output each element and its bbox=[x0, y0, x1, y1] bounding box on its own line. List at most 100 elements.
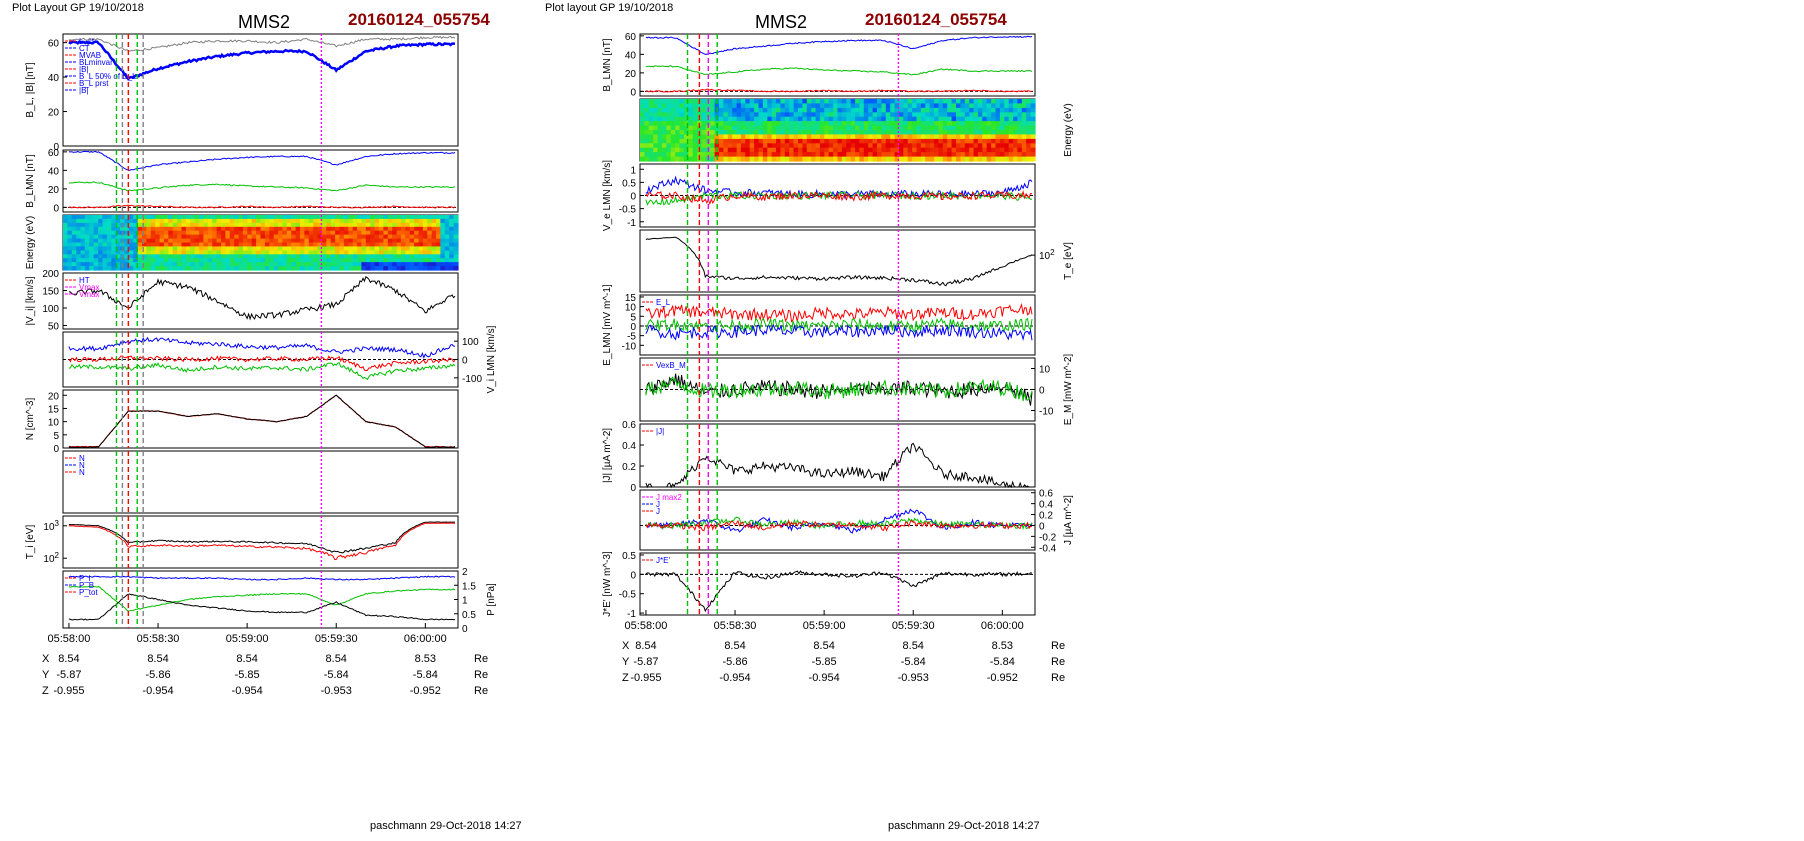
heatmap-cell bbox=[999, 138, 1005, 144]
heatmap-cell bbox=[111, 246, 117, 251]
heatmap-cell bbox=[977, 152, 983, 158]
heatmap-cell bbox=[190, 242, 196, 247]
heatmap-cell bbox=[767, 107, 773, 113]
heatmap-cell bbox=[146, 215, 152, 220]
heatmap-cell bbox=[431, 218, 437, 224]
heatmap-cell bbox=[1004, 116, 1010, 122]
heatmap-cell bbox=[670, 99, 676, 104]
heatmap-cell bbox=[203, 246, 209, 251]
heatmap-cell bbox=[661, 147, 667, 153]
heatmap-cell bbox=[947, 130, 953, 135]
heatmap-cell bbox=[951, 99, 957, 104]
heatmap-cell bbox=[128, 218, 134, 224]
heatmap-cell bbox=[207, 218, 213, 224]
heatmap-cell bbox=[150, 262, 156, 267]
heatmap-cell bbox=[877, 138, 882, 144]
heatmap-cell bbox=[920, 99, 926, 104]
position-value: -0.952 bbox=[410, 685, 441, 697]
heatmap-cell bbox=[701, 103, 707, 109]
heatmap-cell bbox=[1008, 112, 1014, 118]
heatmap-cell bbox=[723, 156, 729, 162]
heatmap-cell bbox=[819, 107, 825, 113]
heatmap-cell bbox=[234, 226, 240, 232]
heatmap-cell bbox=[938, 116, 944, 122]
heatmap-cell bbox=[405, 250, 411, 255]
heatmap-cell bbox=[688, 156, 694, 162]
heatmap-cell bbox=[159, 238, 165, 244]
heatmap-cell bbox=[692, 147, 698, 153]
y-tick-label: -0.2 bbox=[1039, 532, 1057, 543]
heatmap-cell bbox=[93, 242, 99, 247]
heatmap-cell bbox=[938, 103, 944, 109]
heatmap-cell bbox=[405, 246, 411, 251]
heatmap-cell bbox=[365, 218, 371, 224]
heatmap-cell bbox=[453, 266, 459, 271]
heatmap-cell bbox=[745, 107, 751, 113]
heatmap-cell bbox=[326, 215, 332, 220]
heatmap-cell bbox=[335, 258, 341, 263]
heatmap-cell bbox=[661, 107, 667, 113]
heatmap-cell bbox=[269, 222, 275, 228]
y-tick-label: 0 bbox=[630, 322, 636, 333]
y-tick-label: 100 bbox=[462, 337, 479, 348]
heatmap-cell bbox=[124, 254, 130, 259]
heatmap-cell bbox=[727, 125, 733, 131]
heatmap-cell bbox=[995, 107, 1001, 113]
heatmap-cell bbox=[956, 143, 961, 149]
heatmap-cell bbox=[850, 125, 856, 131]
heatmap-cell bbox=[177, 238, 183, 244]
heatmap-cell bbox=[361, 238, 367, 244]
heatmap-cell bbox=[986, 130, 992, 135]
series-BM-line bbox=[645, 65, 1033, 76]
heatmap-cell bbox=[278, 234, 284, 240]
heatmap-cell bbox=[995, 152, 1001, 158]
heatmap-cell bbox=[247, 266, 253, 271]
heatmap-cell bbox=[846, 103, 852, 109]
series-BL-line bbox=[68, 40, 456, 81]
y-tick-label: -0.5 bbox=[619, 205, 637, 216]
heatmap-cell bbox=[431, 242, 437, 247]
heatmap-cell bbox=[168, 250, 174, 255]
heatmap-cell bbox=[868, 156, 874, 162]
heatmap-cell bbox=[273, 226, 279, 232]
heatmap-cell bbox=[234, 250, 240, 255]
heatmap-cell bbox=[670, 116, 676, 122]
heatmap-cell bbox=[991, 116, 997, 122]
heatmap-cell bbox=[767, 134, 773, 140]
heatmap-cell bbox=[776, 152, 782, 158]
heatmap-cell bbox=[683, 112, 689, 118]
heatmap-cell bbox=[146, 262, 152, 267]
heatmap-cell bbox=[326, 226, 332, 232]
heatmap-cell bbox=[745, 134, 751, 140]
heatmap-cell bbox=[859, 125, 865, 131]
heatmap-cell bbox=[666, 143, 672, 149]
heatmap-cell bbox=[907, 112, 913, 118]
heatmap-cell bbox=[868, 107, 874, 113]
heatmap-cell bbox=[185, 266, 191, 271]
heatmap-cell bbox=[986, 116, 992, 122]
heatmap-cell bbox=[418, 230, 424, 236]
heatmap-cell bbox=[1021, 125, 1027, 131]
heatmap-cell bbox=[98, 238, 104, 244]
heatmap-cell bbox=[806, 99, 812, 104]
heatmap-cell bbox=[802, 156, 808, 162]
heatmap-cell bbox=[666, 147, 672, 153]
heatmap-cell bbox=[181, 254, 187, 259]
heatmap-cell bbox=[802, 143, 808, 149]
heatmap-cell bbox=[133, 234, 139, 240]
y-tick-exp: 2 bbox=[1050, 248, 1055, 257]
heatmap-cell bbox=[903, 138, 909, 144]
heatmap-cell bbox=[449, 246, 455, 251]
heatmap-cell bbox=[916, 152, 922, 158]
heatmap-cell bbox=[427, 262, 433, 267]
y-tick-label: 40 bbox=[625, 50, 637, 61]
heatmap-cell bbox=[212, 234, 218, 240]
heatmap-cell bbox=[982, 152, 988, 158]
y-tick-label: 0 bbox=[462, 356, 468, 367]
heatmap-cell bbox=[767, 121, 773, 127]
heatmap-cell bbox=[640, 116, 645, 122]
position-value: -0.952 bbox=[987, 672, 1018, 684]
heatmap-cell bbox=[771, 125, 777, 131]
heatmap-cell bbox=[995, 156, 1001, 162]
heatmap-cell bbox=[98, 242, 104, 247]
